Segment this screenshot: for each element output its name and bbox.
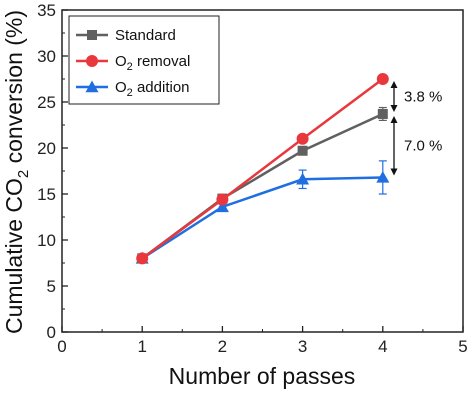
y-tick-label: 0 (47, 323, 56, 342)
data-point-standard (297, 145, 308, 156)
annotation-2: 7.0 % (390, 115, 442, 176)
data-point-o2-removal (296, 132, 309, 145)
data-point-o2-addition (215, 200, 229, 213)
annotation-label: 3.8 % (404, 88, 442, 105)
data-point-o2-addition (376, 170, 390, 183)
annotation-label: 7.0 % (404, 138, 442, 155)
series-line-o2-removal (141, 77, 384, 260)
legend-marker-standard (87, 30, 97, 40)
annotation-arrow-head (390, 81, 398, 88)
annotation-arrow-head (390, 115, 398, 123)
series-line-o2-addition (141, 176, 383, 260)
legend-item-standard: Standard (76, 27, 176, 44)
y-tick-label: 10 (37, 231, 56, 250)
data-point-standard (377, 108, 388, 119)
y-axis-label: Cumulative CO2 conversion (%) (1, 10, 32, 334)
data-point-o2-removal (216, 193, 229, 206)
legend-label-standard: Standard (115, 27, 176, 44)
legend-item-o2-addition: O2 addition (76, 79, 190, 99)
annotation-1: 3.8 % (390, 81, 442, 112)
x-tick-label: 2 (218, 337, 227, 356)
x-tick-label: 1 (137, 337, 146, 356)
series-o2-addition (135, 160, 390, 264)
data-point-o2-removal (136, 252, 149, 265)
legend-items: Standard O2 removal O2 addition (76, 27, 190, 99)
annotation-arrow-head (390, 168, 398, 176)
y-tick-label: 20 (37, 139, 56, 158)
y-axis-ticks: 0 5 10 15 20 25 30 35 (37, 1, 68, 342)
series-standard (137, 106, 388, 264)
x-tick-label: 0 (57, 337, 66, 356)
legend-item-o2-removal: O2 removal (76, 53, 190, 73)
y-tick-label: 5 (47, 277, 56, 296)
y-tick-label: 15 (37, 185, 56, 204)
x-tick-label: 3 (298, 337, 307, 356)
data-point-o2-addition (296, 172, 310, 185)
annotation-arrow-head (390, 104, 398, 112)
y-tick-label: 35 (37, 1, 56, 20)
legend-marker-o2-removal (86, 55, 98, 67)
y-tick-label: 25 (37, 93, 56, 112)
legend-marker-o2-addition (85, 80, 99, 93)
series-layer (135, 73, 390, 265)
x-axis-ticks: 0 1 2 3 4 5 (57, 326, 468, 356)
legend: Standard O2 removal O2 addition (68, 15, 220, 105)
data-point-o2-removal (376, 73, 389, 85)
x-tick-label: 4 (378, 337, 387, 356)
legend-label-o2-addition: O2 addition (115, 79, 190, 99)
x-tick-label: 5 (458, 337, 467, 356)
series-line-standard (141, 112, 384, 260)
series-o2-removal (136, 73, 389, 265)
x-axis-label: Number of passes (169, 363, 356, 389)
annotation-layer: 3.8 % 7.0 % (390, 81, 442, 176)
legend-label-o2-removal: O2 removal (115, 53, 190, 73)
y-tick-label: 30 (37, 47, 56, 66)
